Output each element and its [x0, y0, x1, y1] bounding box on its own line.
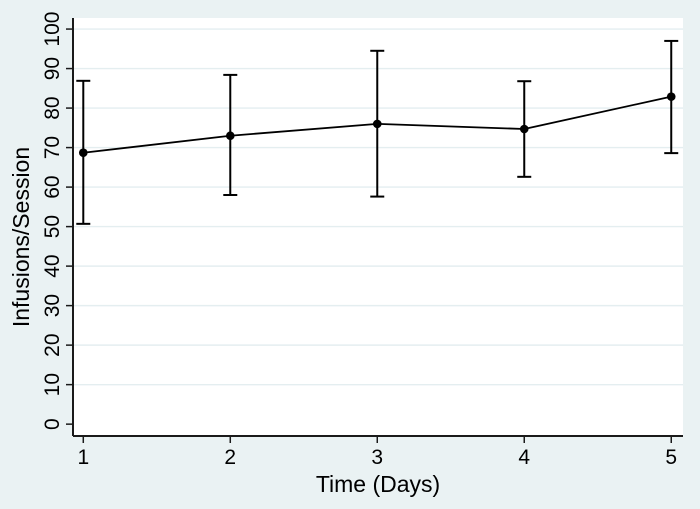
x-tick-label-2: 2 [224, 446, 236, 469]
data-point-day-2 [225, 131, 235, 141]
y-tick-label-50: 50 [41, 215, 64, 238]
y-tick-label-80: 80 [41, 96, 64, 119]
y-tick-label-10: 10 [41, 373, 64, 396]
y-tick-label-90: 90 [41, 57, 64, 80]
y-tick-label-0: 0 [41, 418, 64, 430]
y-tick-label-40: 40 [41, 254, 64, 277]
y-tick-label-60: 60 [41, 175, 64, 198]
data-point-day-3 [372, 119, 382, 129]
y-tick-label-30: 30 [41, 294, 64, 317]
y-tick-label-70: 70 [41, 136, 64, 159]
y-axis-title: Infusions/Session [8, 147, 34, 327]
y-tick-label-20: 20 [41, 333, 64, 356]
x-axis-title: Time (Days) [316, 471, 440, 497]
data-point-day-5 [666, 92, 676, 101]
x-tick-label-1: 1 [77, 446, 89, 469]
data-point-day-4 [519, 124, 529, 134]
x-tick-label-5: 5 [665, 446, 677, 469]
x-tick-label-3: 3 [371, 446, 383, 469]
x-tick-label-4: 4 [518, 446, 530, 469]
data-point-day-1 [78, 148, 88, 158]
y-tick-label-100: 100 [41, 12, 64, 47]
